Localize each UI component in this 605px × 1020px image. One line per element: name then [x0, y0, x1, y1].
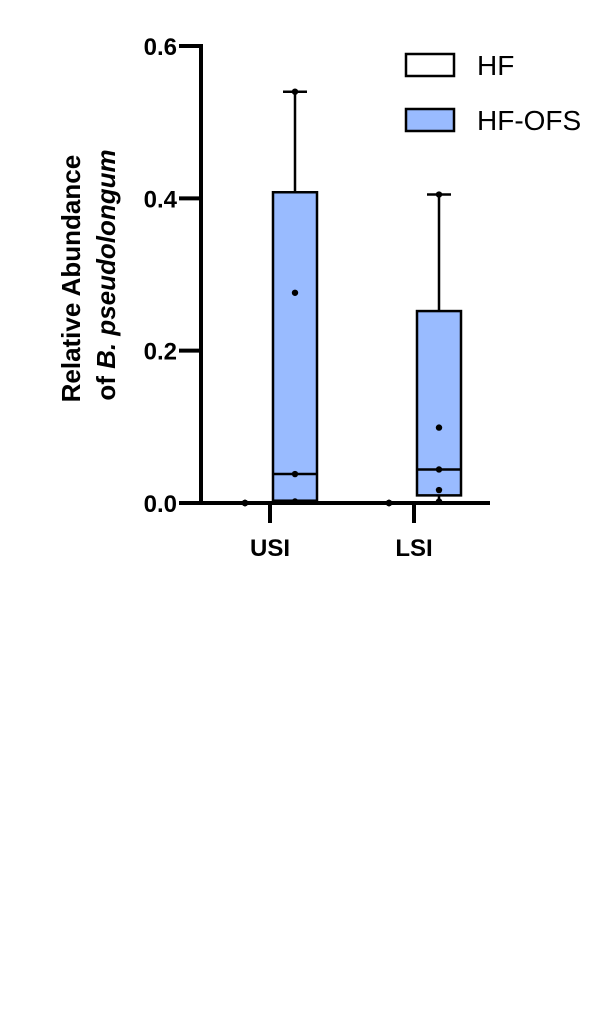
boxes	[223, 88, 463, 507]
data-point	[435, 486, 443, 494]
legend-label: HF-OFS	[477, 105, 581, 136]
y-axis-title-line2-species: B. pseudolongum	[91, 149, 121, 369]
legend: HF HF-OFS	[404, 50, 581, 136]
data-point	[435, 498, 443, 505]
data-point	[435, 191, 443, 198]
y-tick-label: 0.2	[144, 339, 177, 366]
data-point	[291, 289, 299, 296]
y-axis-title-line1: Relative Abundance	[56, 155, 86, 403]
y-axis-title: Relative Abundance of B. pseudolongum	[56, 148, 121, 403]
data-point	[241, 499, 249, 507]
x-axis: USI LSI	[199, 501, 490, 562]
data-point	[435, 466, 443, 473]
y-axis-title-line2-prefix: of	[91, 369, 121, 401]
box-hf-usi	[223, 499, 267, 507]
x-tick-label: USI	[250, 535, 290, 562]
legend-swatch	[404, 107, 456, 133]
data-point	[435, 424, 443, 431]
data-point	[291, 498, 299, 505]
box-iqr	[271, 190, 319, 502]
legend-label: HF	[477, 50, 514, 81]
data-point	[291, 88, 299, 95]
legend-swatch	[404, 52, 456, 78]
data-point	[385, 499, 393, 507]
box-hf-lsi	[367, 499, 411, 507]
y-tick-label: 0.6	[144, 34, 177, 61]
y-tick-label: 0.4	[144, 186, 178, 213]
x-tick-label: LSI	[395, 535, 432, 562]
y-axis: 0.0 0.2 0.4 0.6	[144, 34, 203, 518]
box-hf-ofs-lsi	[415, 191, 463, 505]
box-hf-ofs-usi	[271, 88, 319, 505]
data-point	[291, 470, 299, 478]
y-tick-label: 0.0	[144, 491, 177, 518]
